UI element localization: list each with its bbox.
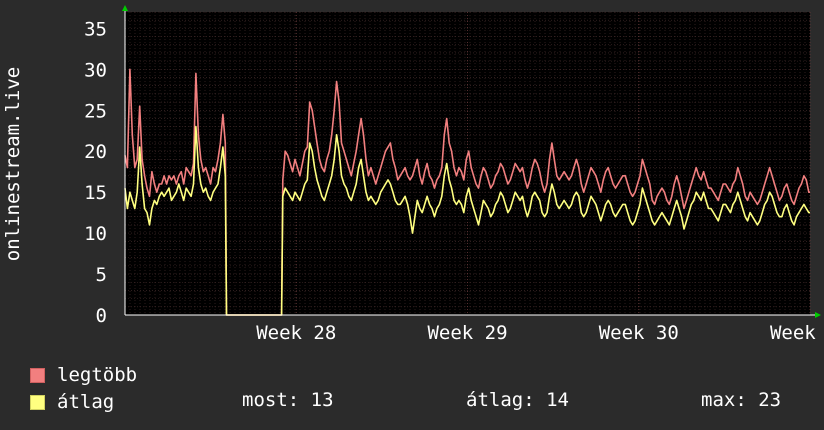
y-tick-label: 35 bbox=[84, 18, 107, 40]
y-tick-label: 30 bbox=[84, 59, 107, 81]
y-tick-label: 5 bbox=[96, 264, 107, 286]
y-tick-label: 15 bbox=[84, 182, 107, 204]
x-axis-arrow-icon bbox=[815, 312, 821, 318]
x-tick-label: Week 29 bbox=[427, 322, 507, 344]
x-tick-label: Week 30 bbox=[599, 322, 679, 344]
grid-lines bbox=[125, 11, 810, 315]
stat-max: max: 23 bbox=[701, 389, 782, 411]
y-axis-label: onlinestream.live bbox=[2, 67, 24, 261]
x-tick-label: Week 28 bbox=[256, 322, 336, 344]
legend-item-atlag: átlag bbox=[30, 391, 114, 413]
y-axis-arrow-icon bbox=[122, 5, 128, 11]
x-tick-label: Week 31 bbox=[770, 322, 824, 344]
stat-now: most: 13 bbox=[242, 389, 334, 411]
y-tick-label: 0 bbox=[96, 305, 107, 327]
atlag-swatch bbox=[30, 394, 45, 410]
stat-average: átlag: 14 bbox=[466, 389, 569, 411]
y-axis-ticks: 0 5 10 15 20 25 30 35 bbox=[84, 18, 107, 327]
y-tick-label: 25 bbox=[84, 100, 107, 122]
legtobb-swatch bbox=[30, 367, 45, 383]
y-tick-label: 10 bbox=[84, 223, 107, 245]
atlag-label: átlag bbox=[57, 391, 115, 413]
legend-item-legtobb: legtöbb bbox=[30, 364, 137, 386]
legtobb-label: legtöbb bbox=[57, 364, 138, 386]
y-tick-label: 20 bbox=[84, 141, 107, 163]
axes bbox=[122, 5, 821, 318]
x-axis-ticks: Week 28 Week 29 Week 30 Week 31 bbox=[256, 12, 824, 344]
